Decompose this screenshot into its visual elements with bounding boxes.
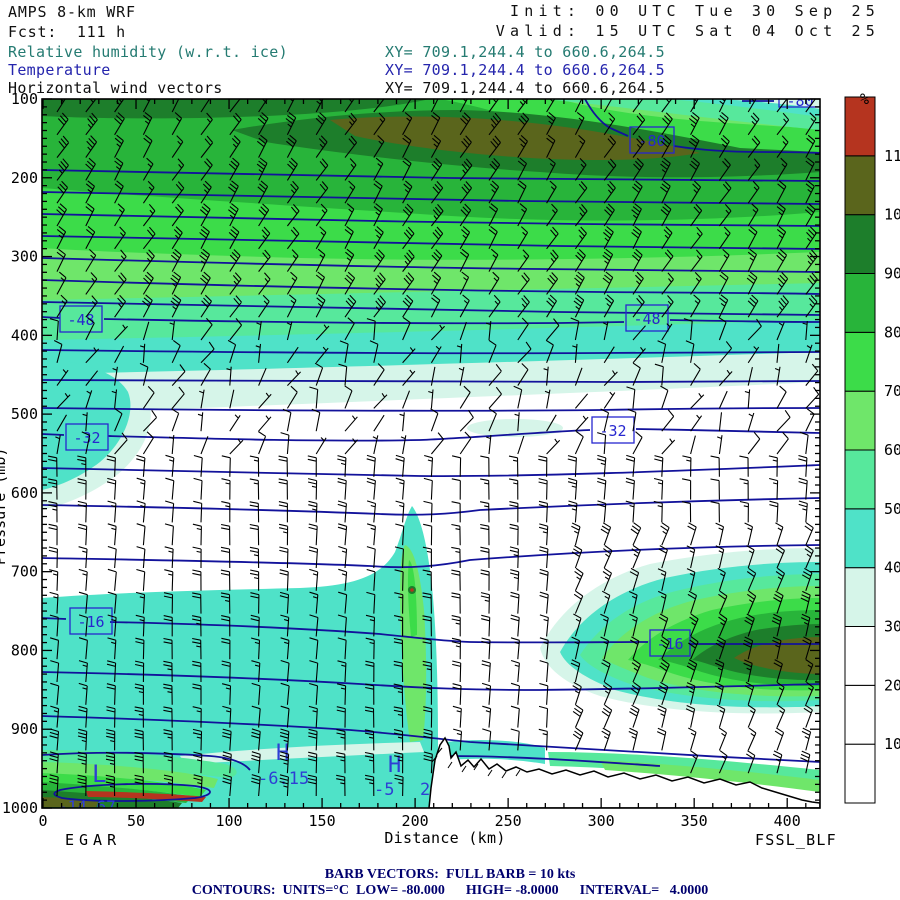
tick-labels: 0 50 100 150 200 250 300 350 400 100 200 300 400 500 6… bbox=[2, 90, 801, 830]
station-label-right: FSSL_BLF bbox=[755, 831, 837, 849]
colorbar-units-label: % bbox=[860, 90, 869, 108]
colorbar-segment-70-80 bbox=[844, 331, 876, 392]
svg-text:-80: -80 bbox=[638, 132, 665, 150]
x-tick-label-250: 250 bbox=[495, 812, 522, 830]
y-tick-label-900: 900 bbox=[11, 720, 38, 738]
contour-label--80-mid: -80 bbox=[629, 126, 675, 154]
colorbar-label-90: 90 bbox=[884, 265, 900, 283]
colorbar-label-110: 110 bbox=[884, 147, 900, 165]
plot-footer: BARB VECTORS: FULL BARB = 10 kts CONTOUR… bbox=[192, 867, 708, 898]
x-tick-label-150: 150 bbox=[309, 812, 336, 830]
high-value-2-right: 2 bbox=[420, 780, 430, 800]
svg-text:-32: -32 bbox=[599, 422, 626, 440]
low-marker: L bbox=[92, 760, 106, 788]
high-value-2-left: -5 bbox=[374, 780, 394, 800]
plot-header: AMPS 8-km WRF Fcst: 111 h Init: 00 UTC T… bbox=[8, 2, 880, 97]
colorbar-segment-40-50 bbox=[844, 508, 876, 569]
model-title: AMPS 8-km WRF bbox=[8, 3, 136, 21]
colorbar-segment-20-30 bbox=[844, 626, 876, 686]
colorbar-segment-60-70 bbox=[844, 390, 876, 451]
colorbar-label-80: 80 bbox=[884, 323, 900, 341]
x-tick-label-50: 50 bbox=[127, 812, 145, 830]
y-tick-label-200: 200 bbox=[11, 169, 38, 187]
x-tick-label-200: 200 bbox=[402, 812, 429, 830]
colorbar-label-100: 100 bbox=[884, 206, 900, 224]
colorbar-label-30: 30 bbox=[884, 618, 900, 636]
terrain-hatching bbox=[431, 747, 521, 779]
colorbar-segment-30-40 bbox=[844, 567, 876, 628]
contour-label--48-right: -48 bbox=[625, 304, 669, 332]
svg-text:-32: -32 bbox=[73, 429, 100, 447]
contour-label--16-left: -16 bbox=[69, 607, 113, 635]
field-label-temperature: Temperature bbox=[8, 61, 111, 79]
field-label-rh: Relative humidity (w.r.t. ice) bbox=[8, 43, 288, 61]
field-xy-temperature: XY= 709.1,244.4 to 660.6,264.5 bbox=[385, 61, 665, 79]
svg-text:-80: -80 bbox=[786, 92, 813, 110]
high-marker-2: H bbox=[388, 753, 401, 778]
x-tick-label-400: 400 bbox=[774, 812, 801, 830]
colorbar-segment-50-60 bbox=[844, 449, 876, 510]
colorbar-segment-10-20 bbox=[844, 684, 876, 745]
contour-label--16-right: -16 bbox=[649, 629, 691, 657]
y-tick-label-700: 700 bbox=[11, 563, 38, 581]
colorbar-segment-gt110 bbox=[844, 96, 876, 157]
colorbar-label-40: 40 bbox=[884, 559, 900, 577]
colorbar-label-50: 50 bbox=[884, 500, 900, 518]
y-tick-label-800: 800 bbox=[11, 641, 38, 659]
y-tick-label-1000: 1000 bbox=[2, 799, 38, 817]
colorbar-segment-lt10 bbox=[844, 743, 876, 804]
colorbar-label-10: 10 bbox=[884, 735, 900, 753]
contour-label--32-right: -32 bbox=[591, 416, 635, 444]
x-tick-label-350: 350 bbox=[681, 812, 708, 830]
field-xy-wind: XY= 709.1,244.4 to 660.6,264.5 bbox=[385, 79, 665, 97]
barb-legend-line: BARB VECTORS: FULL BARB = 10 kts bbox=[325, 867, 576, 882]
init-time: Init: 00 UTC Tue 30 Sep 25 bbox=[510, 2, 880, 20]
y-tick-label-500: 500 bbox=[11, 405, 38, 423]
colorbar-label-20: 20 bbox=[884, 676, 900, 694]
x-tick-label-0: 0 bbox=[38, 812, 47, 830]
x-tick-label-300: 300 bbox=[588, 812, 615, 830]
contour-legend-line: CONTOURS: UNITS=°C LOW= -80.000 HIGH= -8… bbox=[192, 883, 708, 898]
valid-time: Valid: 15 UTC Sat 04 Oct 25 bbox=[496, 22, 880, 40]
y-tick-label-600: 600 bbox=[11, 484, 38, 502]
plot-border bbox=[41, 98, 821, 809]
temperature-contours bbox=[42, 99, 820, 802]
svg-text:-48: -48 bbox=[633, 310, 660, 328]
x-tick-label-100: 100 bbox=[216, 812, 243, 830]
low-value: -14.67 bbox=[58, 797, 116, 816]
colorbar bbox=[844, 96, 876, 804]
contour-label-group: -80 -80 -48 -48 -32 -32 -16 -16 bbox=[59, 92, 820, 657]
colorbar-segment-80-90 bbox=[844, 273, 876, 333]
y-axis-label: Pressure (mb) bbox=[0, 448, 9, 565]
y-tick-label-100: 100 bbox=[11, 90, 38, 108]
terrain-outline bbox=[428, 736, 820, 808]
colorbar-label-60: 60 bbox=[884, 441, 900, 459]
high-marker-1: H bbox=[276, 741, 289, 766]
field-label-wind: Horizontal wind vectors bbox=[8, 79, 223, 97]
y-tick-label-300: 300 bbox=[11, 248, 38, 266]
station-label-left: EGAR bbox=[65, 831, 121, 849]
colorbar-segment-100-110 bbox=[844, 155, 876, 216]
terrain bbox=[428, 736, 820, 808]
svg-text:-16: -16 bbox=[77, 613, 104, 631]
colorbar-segment-90-100 bbox=[844, 214, 876, 275]
colorbar-label-70: 70 bbox=[884, 382, 900, 400]
forecast-hour: Fcst: 111 h bbox=[8, 23, 126, 41]
svg-text:-16: -16 bbox=[656, 635, 683, 653]
axis-ticks bbox=[42, 98, 820, 809]
colorbar-tick-labels: 110 100 90 80 70 60 50 40 30 20 10 bbox=[884, 147, 900, 753]
field-xy-rh: XY= 709.1,244.4 to 660.6,264.5 bbox=[385, 43, 665, 61]
contour-label--80-top: -80 bbox=[778, 92, 820, 110]
x-axis-label: Distance (km) bbox=[384, 829, 505, 847]
y-tick-label-400: 400 bbox=[11, 326, 38, 344]
